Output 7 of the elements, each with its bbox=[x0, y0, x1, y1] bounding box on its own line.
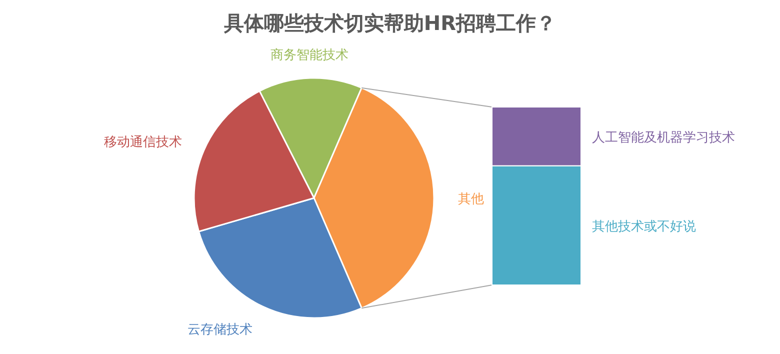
slice-label: 商务智能技术 bbox=[270, 48, 348, 64]
series-label: 其他技术或不好说 bbox=[592, 219, 696, 234]
series-label: 人工智能及机器学习技术 bbox=[592, 130, 735, 146]
slice-label: 云存储技术 bbox=[188, 322, 253, 338]
slice-label: 其他 bbox=[458, 192, 484, 207]
chart-title: 具体哪些技术切实帮助HR招聘工作？ bbox=[222, 11, 556, 35]
slice-label: 移动通信技术 bbox=[104, 134, 182, 150]
